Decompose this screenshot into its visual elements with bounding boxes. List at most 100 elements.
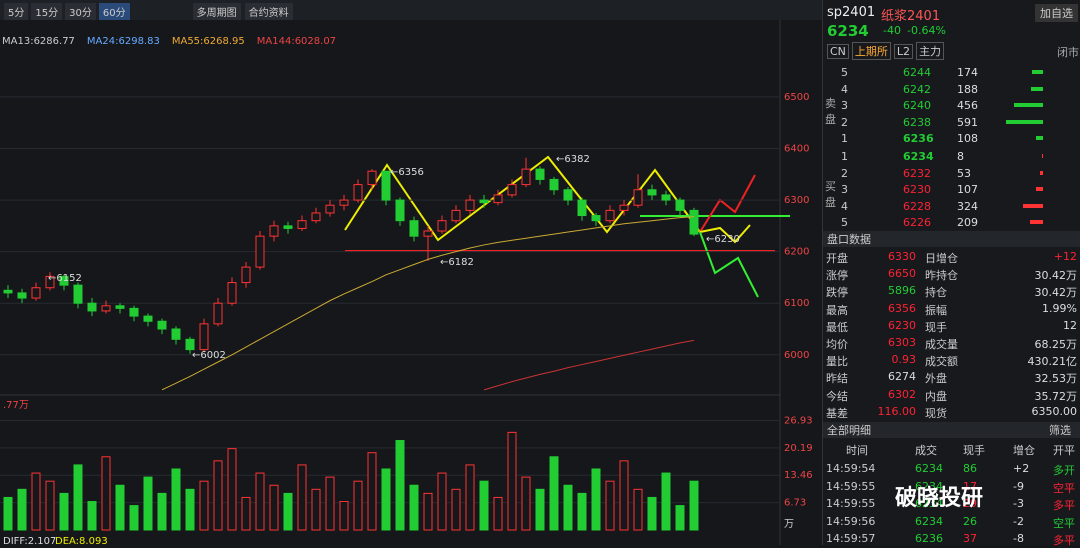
volume-bar — [115, 484, 125, 531]
stat-row: 涨停 6650 昨持仓 30.42万 — [823, 265, 1080, 282]
last-price: 6234 — [827, 22, 869, 40]
vol-unit: 万 — [784, 519, 794, 530]
volume-bar — [311, 488, 321, 531]
stat-key: 基差 — [826, 406, 848, 420]
volume-bar — [339, 501, 349, 531]
trade-cell: 6234 — [915, 497, 943, 510]
y-tick-label: 6400 — [784, 143, 809, 154]
candle-body — [647, 189, 657, 196]
pattern-lines — [344, 155, 701, 242]
volume-bar — [45, 480, 55, 531]
ma-legend: MA13:6286.77 — [2, 36, 75, 47]
vol-tick-label: 20.19 — [784, 443, 813, 454]
stat-value: 35.72万 — [1034, 389, 1078, 403]
candle-body — [353, 184, 363, 201]
book-bar — [1022, 203, 1043, 208]
candle-body — [311, 212, 321, 222]
period-button[interactable]: 5分 — [4, 3, 29, 20]
book-row: 3 6230 107 — [823, 181, 1080, 198]
volume-bar — [451, 488, 461, 531]
period-button[interactable]: 15分 — [31, 3, 63, 20]
book-row: 4 6228 324 — [823, 198, 1080, 215]
candle-body — [101, 305, 111, 312]
code: sp2401 — [827, 5, 876, 20]
ma-legend: MA55:6268.95 — [172, 36, 245, 47]
volume-bar — [507, 431, 517, 531]
candle-body — [633, 189, 643, 206]
trade-cell: 6234 — [915, 479, 943, 493]
volume-bar — [535, 488, 545, 531]
candle-body — [339, 199, 349, 206]
candle-body — [115, 305, 125, 309]
volume-bar — [31, 472, 41, 531]
stat-value: 68.25万 — [1034, 338, 1078, 351]
candle-body — [171, 328, 181, 340]
tags: CN 上期所 L2 主力 — [827, 42, 947, 60]
book-price: 6232 — [903, 166, 931, 180]
stat-value: 6356 — [888, 301, 916, 315]
col-header: 增仓 — [1013, 444, 1035, 457]
candle-body — [451, 209, 461, 222]
volume-bar — [3, 496, 13, 531]
book-price: 6240 — [903, 99, 931, 112]
candle-body — [591, 215, 601, 222]
candle-body — [17, 292, 27, 299]
trade-cell: 86 — [963, 462, 977, 475]
book-price: 6230 — [903, 183, 931, 196]
volume-bar — [87, 501, 97, 531]
level: 1 — [841, 132, 848, 145]
candle-body — [325, 204, 335, 214]
stat-value: 116.00 — [877, 404, 917, 418]
volume-bar — [549, 456, 559, 531]
trade-cell: 14:59:55 — [826, 479, 876, 493]
period-button[interactable]: 60分 — [98, 3, 130, 20]
info-button[interactable]: 合约资料 — [244, 3, 293, 20]
volume-bar — [367, 452, 377, 531]
volume-bar — [675, 505, 685, 531]
volume-bar — [269, 484, 279, 531]
stat-key: 昨持仓 — [925, 269, 958, 283]
multi-button[interactable]: 多周期图 — [192, 3, 241, 20]
candle-body — [283, 225, 293, 229]
book-row: 5 6244 174 — [823, 64, 1080, 81]
stat-value: 430.21亿 — [1027, 355, 1078, 369]
candle-body — [3, 289, 13, 294]
level: 4 — [841, 82, 848, 96]
stat-key: 开盘 — [826, 252, 848, 265]
ma-legend: MA144:6028.07 — [257, 36, 336, 47]
volume-bar — [619, 460, 629, 531]
volume-bar — [59, 492, 69, 531]
book-row: 5 6226 209 — [823, 214, 1080, 231]
filter[interactable]: 筛选 — [1049, 424, 1071, 437]
stat-key: 最高 — [826, 303, 848, 317]
add-button[interactable]: 加自选 — [1035, 4, 1078, 22]
y-tick-label: 6300 — [784, 195, 809, 206]
candle-body — [521, 168, 531, 186]
period-button[interactable]: 30分 — [65, 3, 96, 20]
volume-bar — [241, 496, 251, 531]
level: 5 — [841, 66, 848, 79]
book-bar — [1036, 136, 1043, 140]
volume-bar — [395, 440, 405, 531]
stat-value: 6303 — [888, 336, 916, 349]
name: 纸浆2401 — [881, 9, 941, 24]
candle-body — [129, 307, 139, 317]
chart: .77万 万 DIFF:2.107 DEA:8.093 MA13:6286.77… — [0, 20, 813, 545]
stat-key: 现货 — [925, 406, 947, 420]
macd-diff: DIFF:2.107 — [3, 536, 56, 545]
trade-cell: 14:59:56 — [826, 514, 876, 528]
book-bar — [1042, 154, 1043, 158]
stat-row: 最高 6356 振幅 1.99% — [823, 300, 1080, 317]
book-price: 6244 — [903, 66, 931, 79]
trade-cell: 29 — [963, 497, 977, 510]
change-pct: -0.64% — [907, 24, 946, 37]
stat-row: 基差 116.00 现货 6350.00 — [823, 403, 1080, 420]
candle-body — [185, 338, 195, 351]
volume-bar — [409, 484, 419, 531]
volume-bar — [213, 460, 223, 531]
book-vol: 591 — [957, 115, 978, 129]
candle-body — [423, 230, 433, 237]
stat-value: 6302 — [888, 387, 916, 401]
price-annotation: ←6230 — [706, 234, 740, 245]
